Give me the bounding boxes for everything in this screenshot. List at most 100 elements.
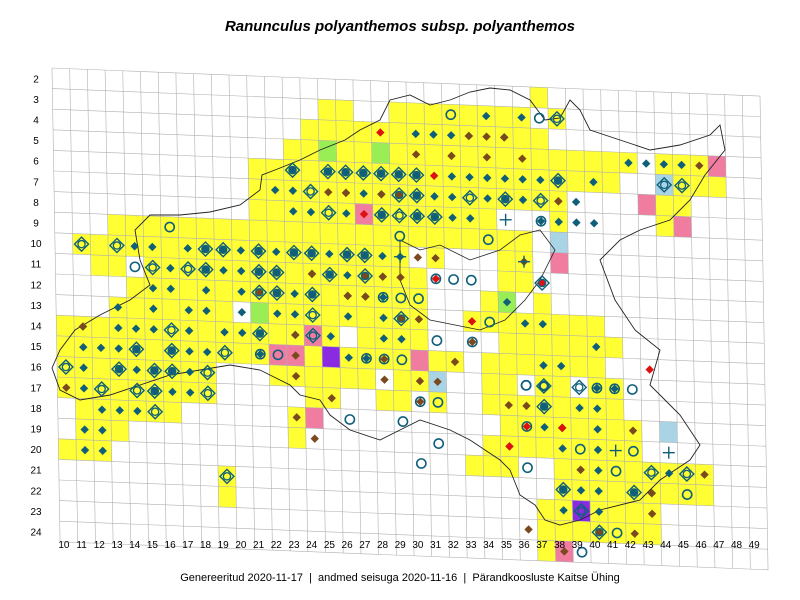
marker-diamond-red: [429, 171, 439, 180]
grid-cell-present: [529, 86, 548, 109]
y-axis-label: 22: [30, 486, 42, 497]
marker-diamond-teal: [593, 425, 602, 434]
marker-diamond-teal: [429, 130, 438, 139]
marker-target-inner: [394, 170, 403, 179]
marker-diamond-brown: [414, 315, 424, 324]
marker-diamond-teal: [360, 251, 369, 260]
marker-diamond-teal: [273, 309, 282, 318]
grid-line-horizontal: [54, 211, 763, 241]
grid-cell-present: [248, 158, 267, 180]
marker-circle: [538, 380, 550, 392]
grid-cell-present: [495, 147, 514, 169]
grid-cell-present: [357, 327, 376, 349]
grid-cell-present: [569, 314, 588, 337]
marker-target-outer: [250, 243, 267, 260]
grid-cell-present: [128, 379, 147, 402]
marker-target-outer: [373, 206, 390, 223]
grid-cell-purple: [322, 346, 341, 368]
grid-cell-present: [56, 356, 75, 378]
grid-cell-present: [284, 221, 303, 243]
marker-target-outer: [215, 241, 232, 258]
marker-diamond-teal: [148, 242, 157, 252]
grid-cell-present: [499, 373, 518, 396]
grid-cell-present: [535, 437, 554, 459]
marker-target-inner: [132, 386, 142, 395]
grid-line-vertical: [211, 74, 220, 549]
grid-cell-present: [570, 417, 589, 440]
marker-diamond-teal: [270, 185, 280, 195]
marker-diamond-brown: [379, 354, 389, 364]
x-axis-label: 49: [749, 540, 761, 551]
marker-target-inner: [150, 407, 160, 417]
grid-cell-present: [337, 223, 356, 245]
grid-cell-present: [530, 148, 549, 170]
marker-target-outer: [302, 183, 319, 200]
grid-cell-pink: [673, 216, 692, 238]
x-axis-label: 15: [147, 540, 159, 551]
grid-cell-present: [602, 172, 621, 194]
grid-cell-present: [217, 465, 236, 487]
grid-cell-present: [145, 339, 164, 361]
marker-diamond-brown: [504, 400, 513, 410]
marker-diamond-teal: [359, 189, 368, 198]
grid-line-horizontal: [51, 67, 761, 97]
grid-line-horizontal: [55, 253, 764, 282]
y-axis-label: 3: [33, 95, 39, 106]
marker-diamond-teal: [202, 306, 211, 316]
marker-diamond-teal: [376, 169, 386, 178]
marker-target-outer: [534, 274, 551, 291]
marker-diamond-teal: [539, 361, 548, 370]
x-axis-label: 13: [111, 540, 123, 551]
grid-cell-present: [551, 334, 570, 357]
marker-diamond-teal: [501, 194, 510, 204]
marker-diamond-teal: [272, 247, 281, 257]
marker-diamond-teal: [113, 303, 123, 312]
grid-cell-present: [317, 99, 336, 121]
grid-cell-present: [393, 369, 412, 391]
grid-cell-present: [494, 106, 513, 128]
grid-line-horizontal: [53, 170, 762, 200]
marker-target-inner: [553, 176, 563, 185]
marker-target-outer: [643, 464, 660, 481]
marker-target-outer: [408, 187, 425, 204]
x-axis-label: 36: [519, 540, 531, 551]
marker-diamond-brown: [411, 150, 421, 159]
grid-cell-present: [428, 391, 447, 413]
footer-generated: Genereeritud 2020-11-17: [180, 572, 303, 584]
grid-line-horizontal: [59, 500, 768, 529]
grid-cell-present: [459, 104, 478, 126]
marker-target-outer: [199, 364, 216, 381]
grid-cell-present: [162, 298, 181, 321]
grid-cell-present: [355, 224, 374, 246]
marker-circle: [377, 291, 389, 303]
grid-cell-present: [554, 520, 573, 542]
grid-line-horizontal: [56, 335, 765, 365]
marker-target-outer: [163, 342, 180, 359]
grid-cell-present: [586, 315, 605, 337]
marker-target-outer: [356, 247, 373, 264]
marker-circle: [254, 348, 266, 360]
grid-cell-present: [426, 226, 445, 249]
marker-target-outer: [357, 267, 374, 284]
marker-target-inner: [682, 469, 692, 479]
grid-cell-present: [303, 304, 322, 326]
grid-line-horizontal: [57, 376, 766, 406]
grid-line-horizontal: [58, 459, 767, 488]
marker-diamond-teal: [430, 212, 440, 222]
grid-cell-present: [512, 127, 531, 149]
y-axis-label: 10: [30, 239, 42, 250]
marker-diamond-teal: [378, 293, 388, 302]
marker-diamond-brown: [468, 337, 477, 347]
x-axis-label: 41: [607, 540, 619, 551]
x-axis-label: 26: [342, 540, 354, 551]
marker-diamond-teal: [185, 388, 195, 397]
marker-diamond-teal: [255, 329, 265, 338]
grid-cell-present: [424, 103, 443, 125]
marker-target-inner: [308, 290, 317, 299]
grid-line-vertical: [228, 75, 238, 549]
grid-cell-present: [161, 237, 179, 259]
marker-circle: [129, 261, 141, 273]
marker-circle: [448, 274, 459, 285]
grid-cell-present: [305, 386, 324, 409]
grid-line-horizontal: [56, 356, 765, 385]
